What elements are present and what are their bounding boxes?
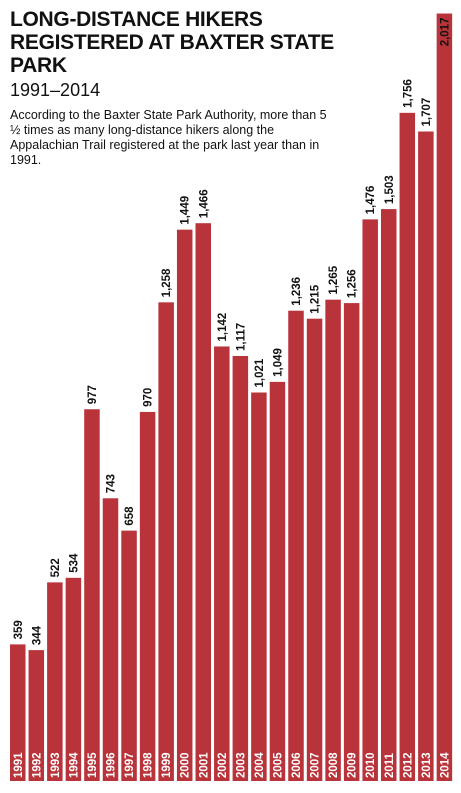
value-label: 1,142: [217, 313, 229, 342]
year-label: 2010: [365, 752, 377, 778]
year-label: 1999: [161, 752, 173, 778]
bar-1999: [158, 302, 174, 781]
value-label: 1,236: [291, 277, 303, 306]
year-label: 2006: [291, 752, 303, 778]
value-label: 1,258: [161, 268, 173, 297]
value-label: 1,476: [365, 186, 377, 215]
bar-2011: [381, 209, 397, 782]
bar-1995: [84, 409, 100, 781]
value-label: 522: [50, 558, 62, 577]
year-label: 2001: [198, 752, 210, 778]
value-label: 743: [106, 474, 118, 493]
year-label: 1995: [87, 752, 99, 778]
value-label: 1,707: [421, 98, 433, 127]
value-label: 1,256: [347, 269, 359, 298]
bar-1998: [139, 411, 156, 781]
bar-1991: [10, 644, 26, 781]
value-label: 534: [68, 553, 80, 573]
year-label: 2003: [235, 752, 247, 778]
bar-2007: [306, 318, 323, 781]
chart-header: Long-distance hikers registered at Baxte…: [10, 8, 340, 168]
year-label: 2005: [272, 752, 284, 778]
value-label: 658: [124, 506, 136, 526]
value-label: 970: [143, 388, 155, 407]
bar-2001: [195, 223, 211, 781]
bar-1996: [102, 498, 119, 781]
value-label: 344: [31, 625, 43, 645]
bar-2012: [399, 112, 416, 782]
year-label: 2014: [439, 752, 451, 778]
bar-2005: [269, 381, 286, 781]
year-label: 2012: [402, 752, 414, 778]
bar-2000: [176, 229, 193, 781]
year-label: 1997: [124, 752, 136, 778]
bar-2004: [251, 392, 267, 781]
year-label: 1996: [106, 752, 118, 778]
year-label: 1993: [50, 752, 62, 778]
bar-2013: [418, 131, 434, 782]
year-label: 2008: [328, 752, 340, 778]
value-label: 1,215: [310, 284, 322, 313]
bar-2008: [325, 299, 341, 781]
value-label: 2,017: [439, 18, 451, 47]
year-label: 1992: [31, 752, 43, 778]
bar-1993: [47, 582, 63, 781]
year-label: 2002: [217, 752, 229, 778]
year-label: 2000: [180, 752, 192, 778]
value-label: 977: [87, 385, 99, 404]
year-label: 1994: [68, 752, 80, 778]
bar-2002: [214, 346, 230, 781]
year-label: 1998: [143, 752, 155, 778]
value-label: 1,449: [180, 196, 192, 225]
chart-title: Long-distance hikers registered at Baxte…: [10, 8, 334, 77]
value-label: 1,756: [402, 79, 414, 108]
bar-2014: [436, 13, 453, 781]
year-label: 2007: [310, 752, 322, 778]
bar-1992: [28, 650, 45, 781]
year-label: 2004: [254, 752, 266, 778]
bar-1994: [65, 577, 82, 781]
bar-2003: [232, 355, 249, 781]
chart-subtitle: 1991–2014: [10, 80, 101, 100]
year-label: 2009: [347, 752, 359, 778]
bar-1997: [121, 530, 137, 781]
value-label: 1,265: [328, 265, 340, 294]
value-label: 1,021: [254, 358, 266, 387]
bar-2006: [288, 310, 304, 781]
value-label: 1,503: [384, 175, 396, 204]
value-label: 1,117: [235, 323, 247, 351]
year-label: 2011: [384, 752, 396, 778]
value-label: 1,466: [198, 189, 210, 218]
chart-note: According to the Baxter State Park Autho…: [10, 108, 327, 167]
year-label: 1991: [13, 752, 25, 778]
bar-2009: [343, 303, 360, 781]
value-label: 1,049: [272, 348, 284, 377]
bar-2010: [362, 219, 378, 781]
year-label: 2013: [421, 752, 433, 778]
value-label: 359: [13, 620, 25, 639]
